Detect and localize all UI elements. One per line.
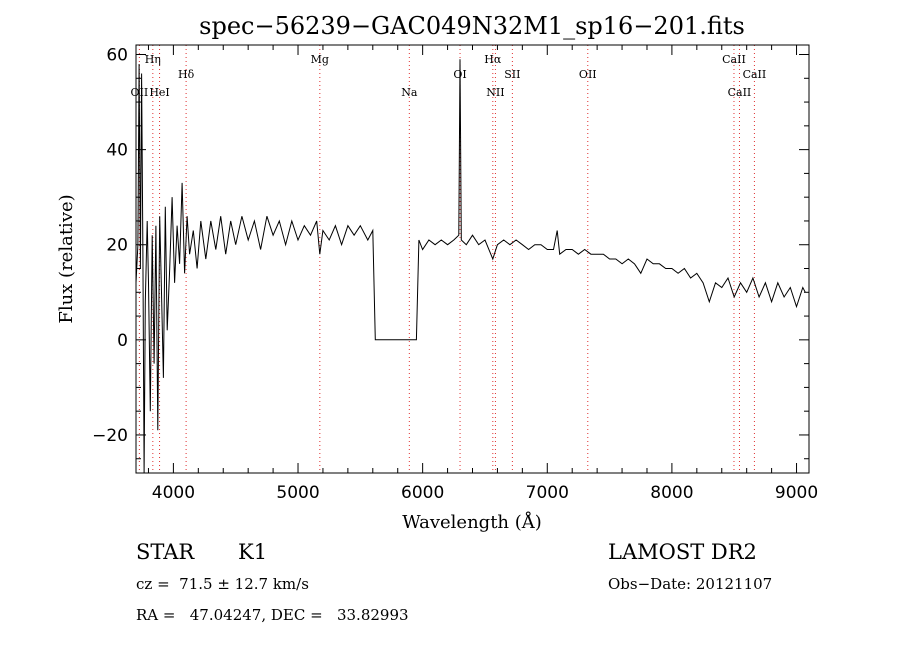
y-tick-label: 20 [106, 236, 128, 256]
line-label: NII [486, 86, 504, 99]
plot-frame [135, 44, 810, 474]
x-tick-label: 8000 [650, 483, 693, 503]
axes: 4000 5000 6000 7000 8000 9000 −20 0 20 40 60 [92, 45, 818, 503]
x-tick-label: 5000 [276, 483, 319, 503]
redshift-text: cz = 71.5 ± 12.7 km/s [136, 575, 309, 593]
line-label: CaII [722, 53, 746, 66]
spectrum-series [135, 59, 806, 474]
chart-title: spec−56239−GAC049N32M1_sp16−201.fits [199, 12, 745, 40]
line-label: OII [131, 86, 149, 99]
obs-date: Obs−Date: 20121107 [608, 575, 773, 593]
line-label: CaII [743, 68, 767, 81]
y-axis-label: Flux (relative) [56, 194, 77, 323]
y-tick-label: 40 [106, 141, 128, 161]
spectral-line-markers [138, 45, 755, 473]
x-tick-label: 9000 [775, 483, 818, 503]
line-label: Hη [145, 53, 161, 66]
y-tick-label: 60 [106, 46, 128, 66]
y-tick-label: 0 [117, 331, 128, 351]
line-label: Na [401, 86, 418, 99]
line-label: Hδ [178, 68, 195, 81]
line-label: OII [579, 68, 597, 81]
line-label: HeI [149, 86, 169, 99]
object-subclass: K1 [238, 540, 268, 564]
line-label: CaII [728, 86, 752, 99]
x-tick-label: 6000 [401, 483, 444, 503]
line-label: Hα [484, 53, 502, 66]
x-tick-label: 7000 [526, 483, 569, 503]
y-tick-label: −20 [92, 426, 128, 446]
line-label: SII [504, 68, 520, 81]
object-class: STAR [136, 540, 195, 564]
coordinates: RA = 47.04247, DEC = 33.82993 [136, 606, 409, 624]
x-tick-label: 4000 [152, 483, 195, 503]
x-axis-label: Wavelength (Å) [402, 511, 542, 533]
spectrum-line [135, 59, 806, 474]
survey-name: LAMOST DR2 [608, 540, 757, 564]
line-label: Mg [311, 53, 329, 66]
line-label: OI [453, 68, 466, 81]
